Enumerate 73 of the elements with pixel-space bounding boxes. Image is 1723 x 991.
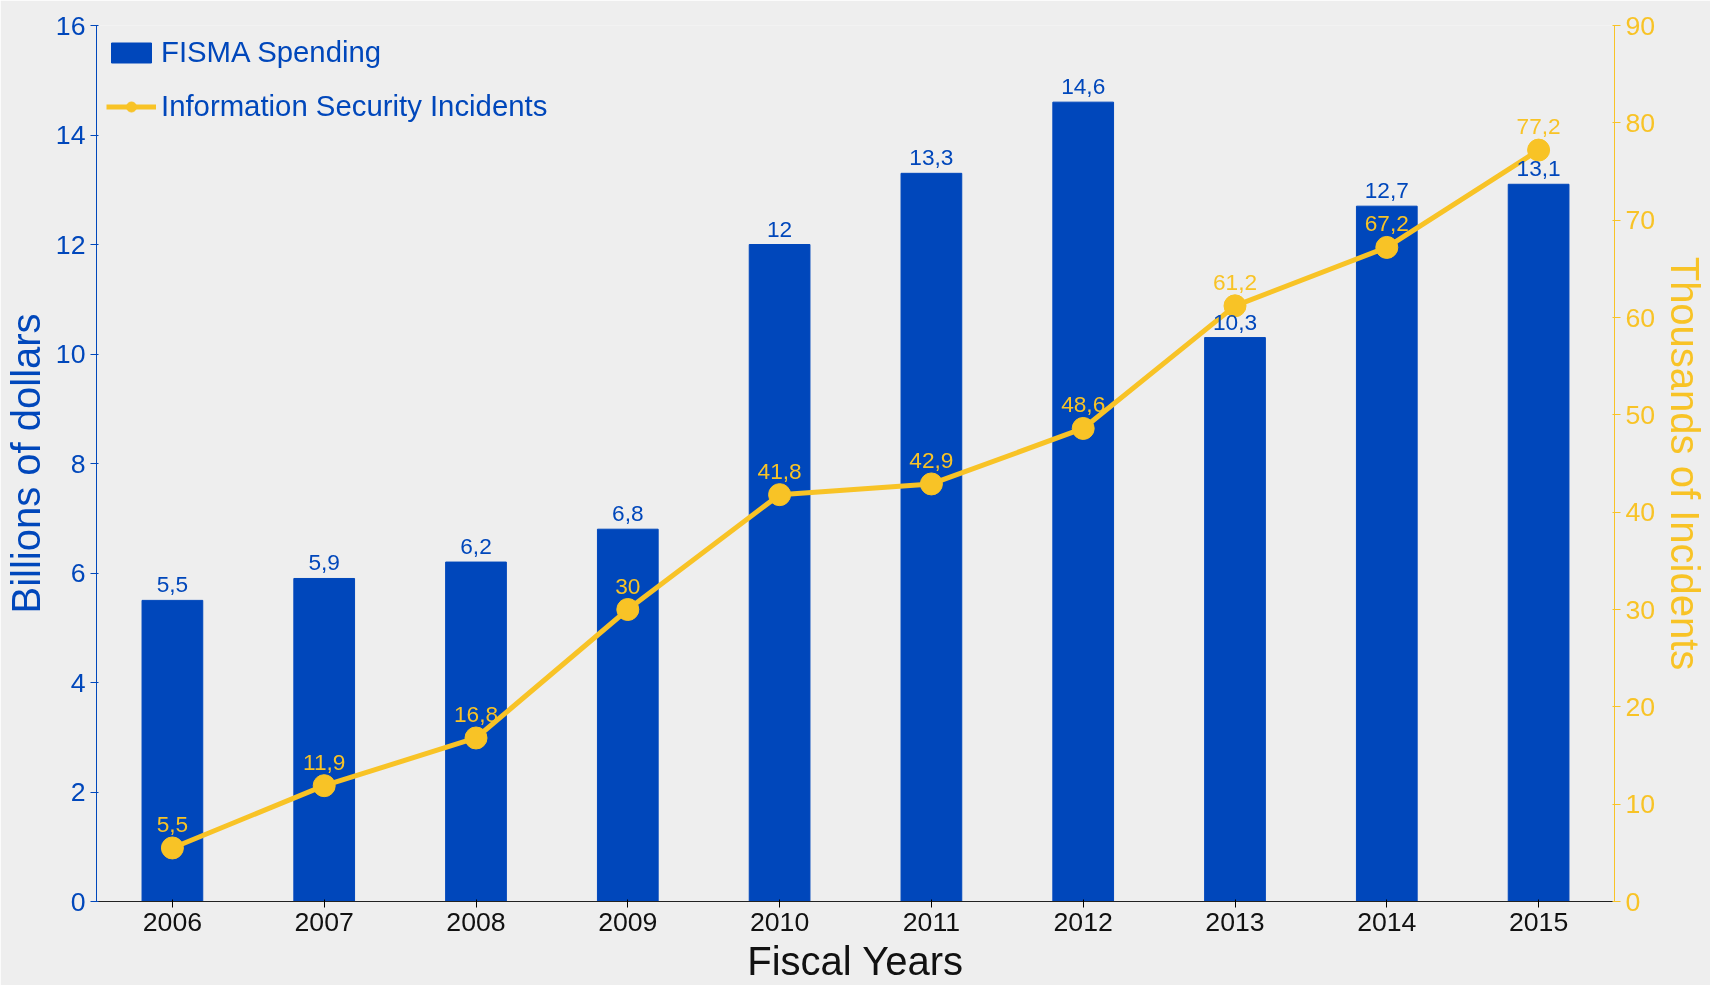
data-label: 67,2 (1364, 210, 1409, 237)
y2-tick-label: 60 (1625, 302, 1656, 333)
bar (293, 577, 356, 902)
y2-tick-label: 30 (1625, 594, 1656, 625)
y-tick-label: 12 (55, 229, 86, 260)
data-label: 77,2 (1516, 113, 1561, 140)
data-label: 5,5 (156, 810, 189, 837)
data-label: 14,6 (1061, 73, 1106, 100)
bar (748, 244, 811, 902)
x-tick-label: 2013 (1205, 906, 1265, 937)
y-tick-label: 0 (70, 886, 86, 917)
y-tick-label: 16 (55, 10, 86, 41)
data-label: 13,1 (1516, 155, 1561, 182)
bar (1355, 205, 1418, 902)
x-tick-label: 2009 (598, 906, 658, 937)
point (312, 774, 336, 798)
y2-tick-label: 40 (1625, 497, 1656, 528)
data-label: 13,3 (909, 144, 954, 171)
point (768, 483, 792, 507)
legend-label: Information Security Incidents (161, 89, 548, 123)
y-tick-label: 10 (55, 339, 86, 369)
data-label: 5,9 (308, 549, 340, 576)
y2-tick-label: 0 (1625, 886, 1641, 917)
point (1071, 416, 1095, 440)
y-tick-label: 8 (70, 448, 86, 479)
bar (596, 528, 659, 902)
y-tick-label: 6 (70, 558, 86, 588)
data-label: 6,8 (612, 500, 644, 527)
y2-tick-label: 10 (1625, 789, 1656, 820)
data-label: 42,9 (909, 446, 954, 473)
data-label: 30 (615, 572, 641, 599)
data-label: 61,2 (1212, 268, 1258, 295)
data-label: 5,5 (156, 571, 189, 598)
point (464, 726, 488, 750)
point (616, 598, 640, 621)
y2-tick-label: 80 (1625, 107, 1656, 138)
x-tick-label: 2008 (446, 906, 506, 937)
point (160, 836, 184, 860)
data-label: 12 (767, 215, 793, 242)
point (1375, 235, 1399, 259)
y2-axis-title: Thousands of Incidents (1663, 256, 1708, 671)
bar (1052, 101, 1115, 902)
data-label: 16,8 (453, 700, 499, 727)
y2-tick-label: 50 (1625, 399, 1656, 430)
bar (1507, 183, 1570, 902)
x-tick-label: 2010 (749, 906, 810, 937)
x-tick-label: 2012 (1053, 906, 1113, 937)
y-tick-label: 4 (70, 667, 86, 698)
data-label: 6,2 (460, 533, 492, 560)
bar (900, 172, 963, 902)
bar (445, 561, 507, 902)
point (1527, 138, 1551, 162)
x-tick-label: 2007 (294, 906, 354, 937)
y-tick-label: 14 (55, 120, 86, 150)
x-tick-label: 2011 (902, 906, 961, 937)
data-label: 48,6 (1061, 391, 1106, 418)
x-tick-label: 2015 (1508, 906, 1569, 937)
data-label: 12,7 (1364, 177, 1409, 204)
legend-label: FISMA Spending (161, 35, 382, 69)
x-tick-label: 2014 (1357, 906, 1417, 937)
y2-tick-label: 70 (1625, 205, 1656, 236)
bar (141, 599, 204, 902)
data-label: 10,3 (1212, 308, 1258, 335)
y2-tick-label: 90 (1625, 10, 1656, 41)
x-tick-label: 2006 (142, 906, 203, 937)
point (919, 472, 943, 496)
y-axis-title: Billions of dollars (3, 313, 48, 614)
y-tick-label: 2 (70, 777, 86, 807)
data-label: 11,9 (302, 748, 346, 775)
bar (1204, 337, 1266, 902)
y2-tick-label: 20 (1625, 691, 1656, 722)
data-label: 41,8 (757, 457, 802, 484)
x-axis-title: Fiscal Years (747, 938, 963, 983)
